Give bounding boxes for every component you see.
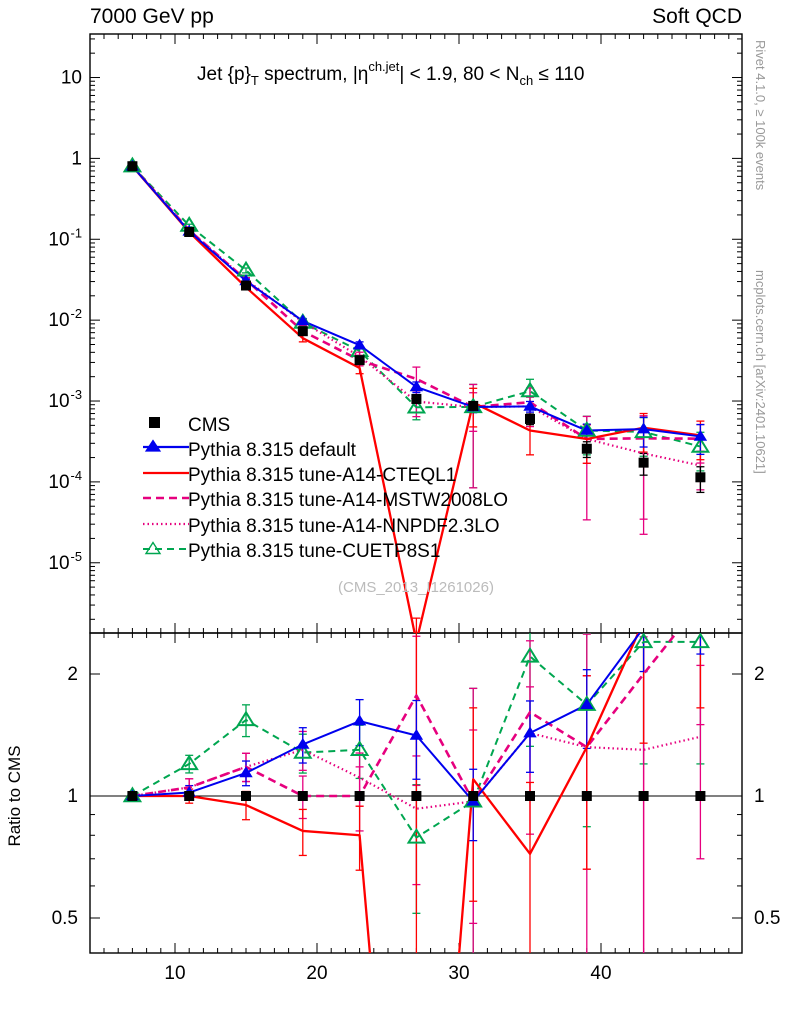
svg-text:10: 10 bbox=[61, 68, 82, 89]
svg-text:40: 40 bbox=[590, 963, 611, 984]
svg-text:CMS: CMS bbox=[188, 415, 230, 436]
svg-text:Pythia 8.315 tune-A14-NNPDF2.3: Pythia 8.315 tune-A14-NNPDF2.3LO bbox=[188, 516, 500, 537]
svg-text:10: 10 bbox=[164, 963, 185, 984]
svg-text:Pythia 8.315 tune-CUETP8S1: Pythia 8.315 tune-CUETP8S1 bbox=[188, 541, 440, 562]
svg-text:mcplots.cern.ch [arXiv:2401.10: mcplots.cern.ch [arXiv:2401.10621] bbox=[753, 270, 768, 474]
svg-text:(CMS_2013_I1261026): (CMS_2013_I1261026) bbox=[338, 579, 494, 596]
svg-text:Pythia 8.315 tune-A14-MSTW2008: Pythia 8.315 tune-A14-MSTW2008LO bbox=[188, 490, 508, 511]
svg-text:1: 1 bbox=[754, 786, 765, 807]
svg-text:2: 2 bbox=[754, 664, 765, 685]
svg-text:7000 GeV pp: 7000 GeV pp bbox=[90, 5, 214, 28]
svg-text:0.5: 0.5 bbox=[52, 908, 78, 929]
svg-text:Pythia 8.315 default: Pythia 8.315 default bbox=[188, 440, 357, 461]
svg-text:20: 20 bbox=[306, 963, 327, 984]
svg-text:1: 1 bbox=[67, 786, 78, 807]
svg-text:Pythia 8.315 tune-A14-CTEQL1: Pythia 8.315 tune-A14-CTEQL1 bbox=[188, 465, 456, 486]
svg-text:30: 30 bbox=[448, 963, 469, 984]
svg-text:2: 2 bbox=[67, 664, 78, 685]
svg-text:Soft QCD: Soft QCD bbox=[652, 5, 742, 28]
svg-text:Rivet 4.1.0, ≥ 100k events: Rivet 4.1.0, ≥ 100k events bbox=[753, 40, 768, 191]
svg-text:1: 1 bbox=[71, 148, 82, 169]
svg-text:Ratio to CMS: Ratio to CMS bbox=[5, 745, 24, 846]
svg-text:0.5: 0.5 bbox=[754, 908, 780, 929]
